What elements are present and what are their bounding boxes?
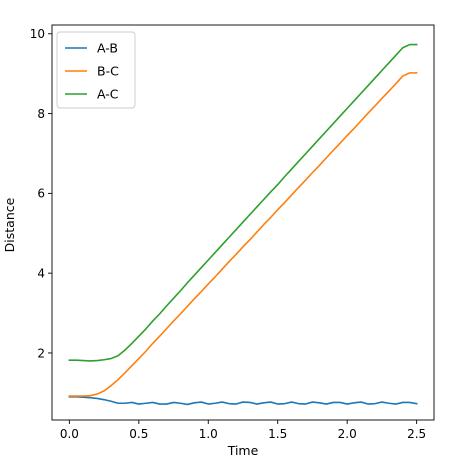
series-line-b-c: [68, 72, 418, 397]
series-line-a-b: [68, 396, 418, 406]
legend-label-a-c: A-C: [97, 87, 119, 102]
legend-box: [56, 31, 136, 109]
legend: A-B B-C A-C: [56, 31, 136, 109]
y-tick-label: 10: [30, 27, 45, 41]
legend-label-a-b: A-B: [97, 41, 118, 56]
plot-area: [51, 24, 435, 421]
plot-frame: [51, 24, 435, 421]
x-axis-label: Time: [227, 443, 259, 458]
x-tick-label: 0.0: [60, 427, 79, 441]
x-tick-label: 2.0: [338, 427, 357, 441]
legend-label-b-c: B-C: [97, 64, 119, 79]
y-tick-label: 6: [37, 187, 45, 201]
y-axis: 2 4 6 8 10: [30, 27, 52, 360]
x-tick-label: 0.5: [129, 427, 148, 441]
y-tick-label: 4: [37, 266, 45, 280]
y-tick-label: 2: [37, 346, 45, 360]
x-tick-label: 1.5: [268, 427, 287, 441]
x-tick-label: 1.0: [199, 427, 218, 441]
series-line-a-c: [68, 43, 418, 362]
x-tick-label: 2.5: [407, 427, 426, 441]
y-axis-label: Distance: [2, 197, 17, 252]
y-tick-label: 8: [37, 107, 45, 121]
x-axis: 0.0 0.5 1.0 1.5 2.0 2.5: [60, 420, 426, 441]
